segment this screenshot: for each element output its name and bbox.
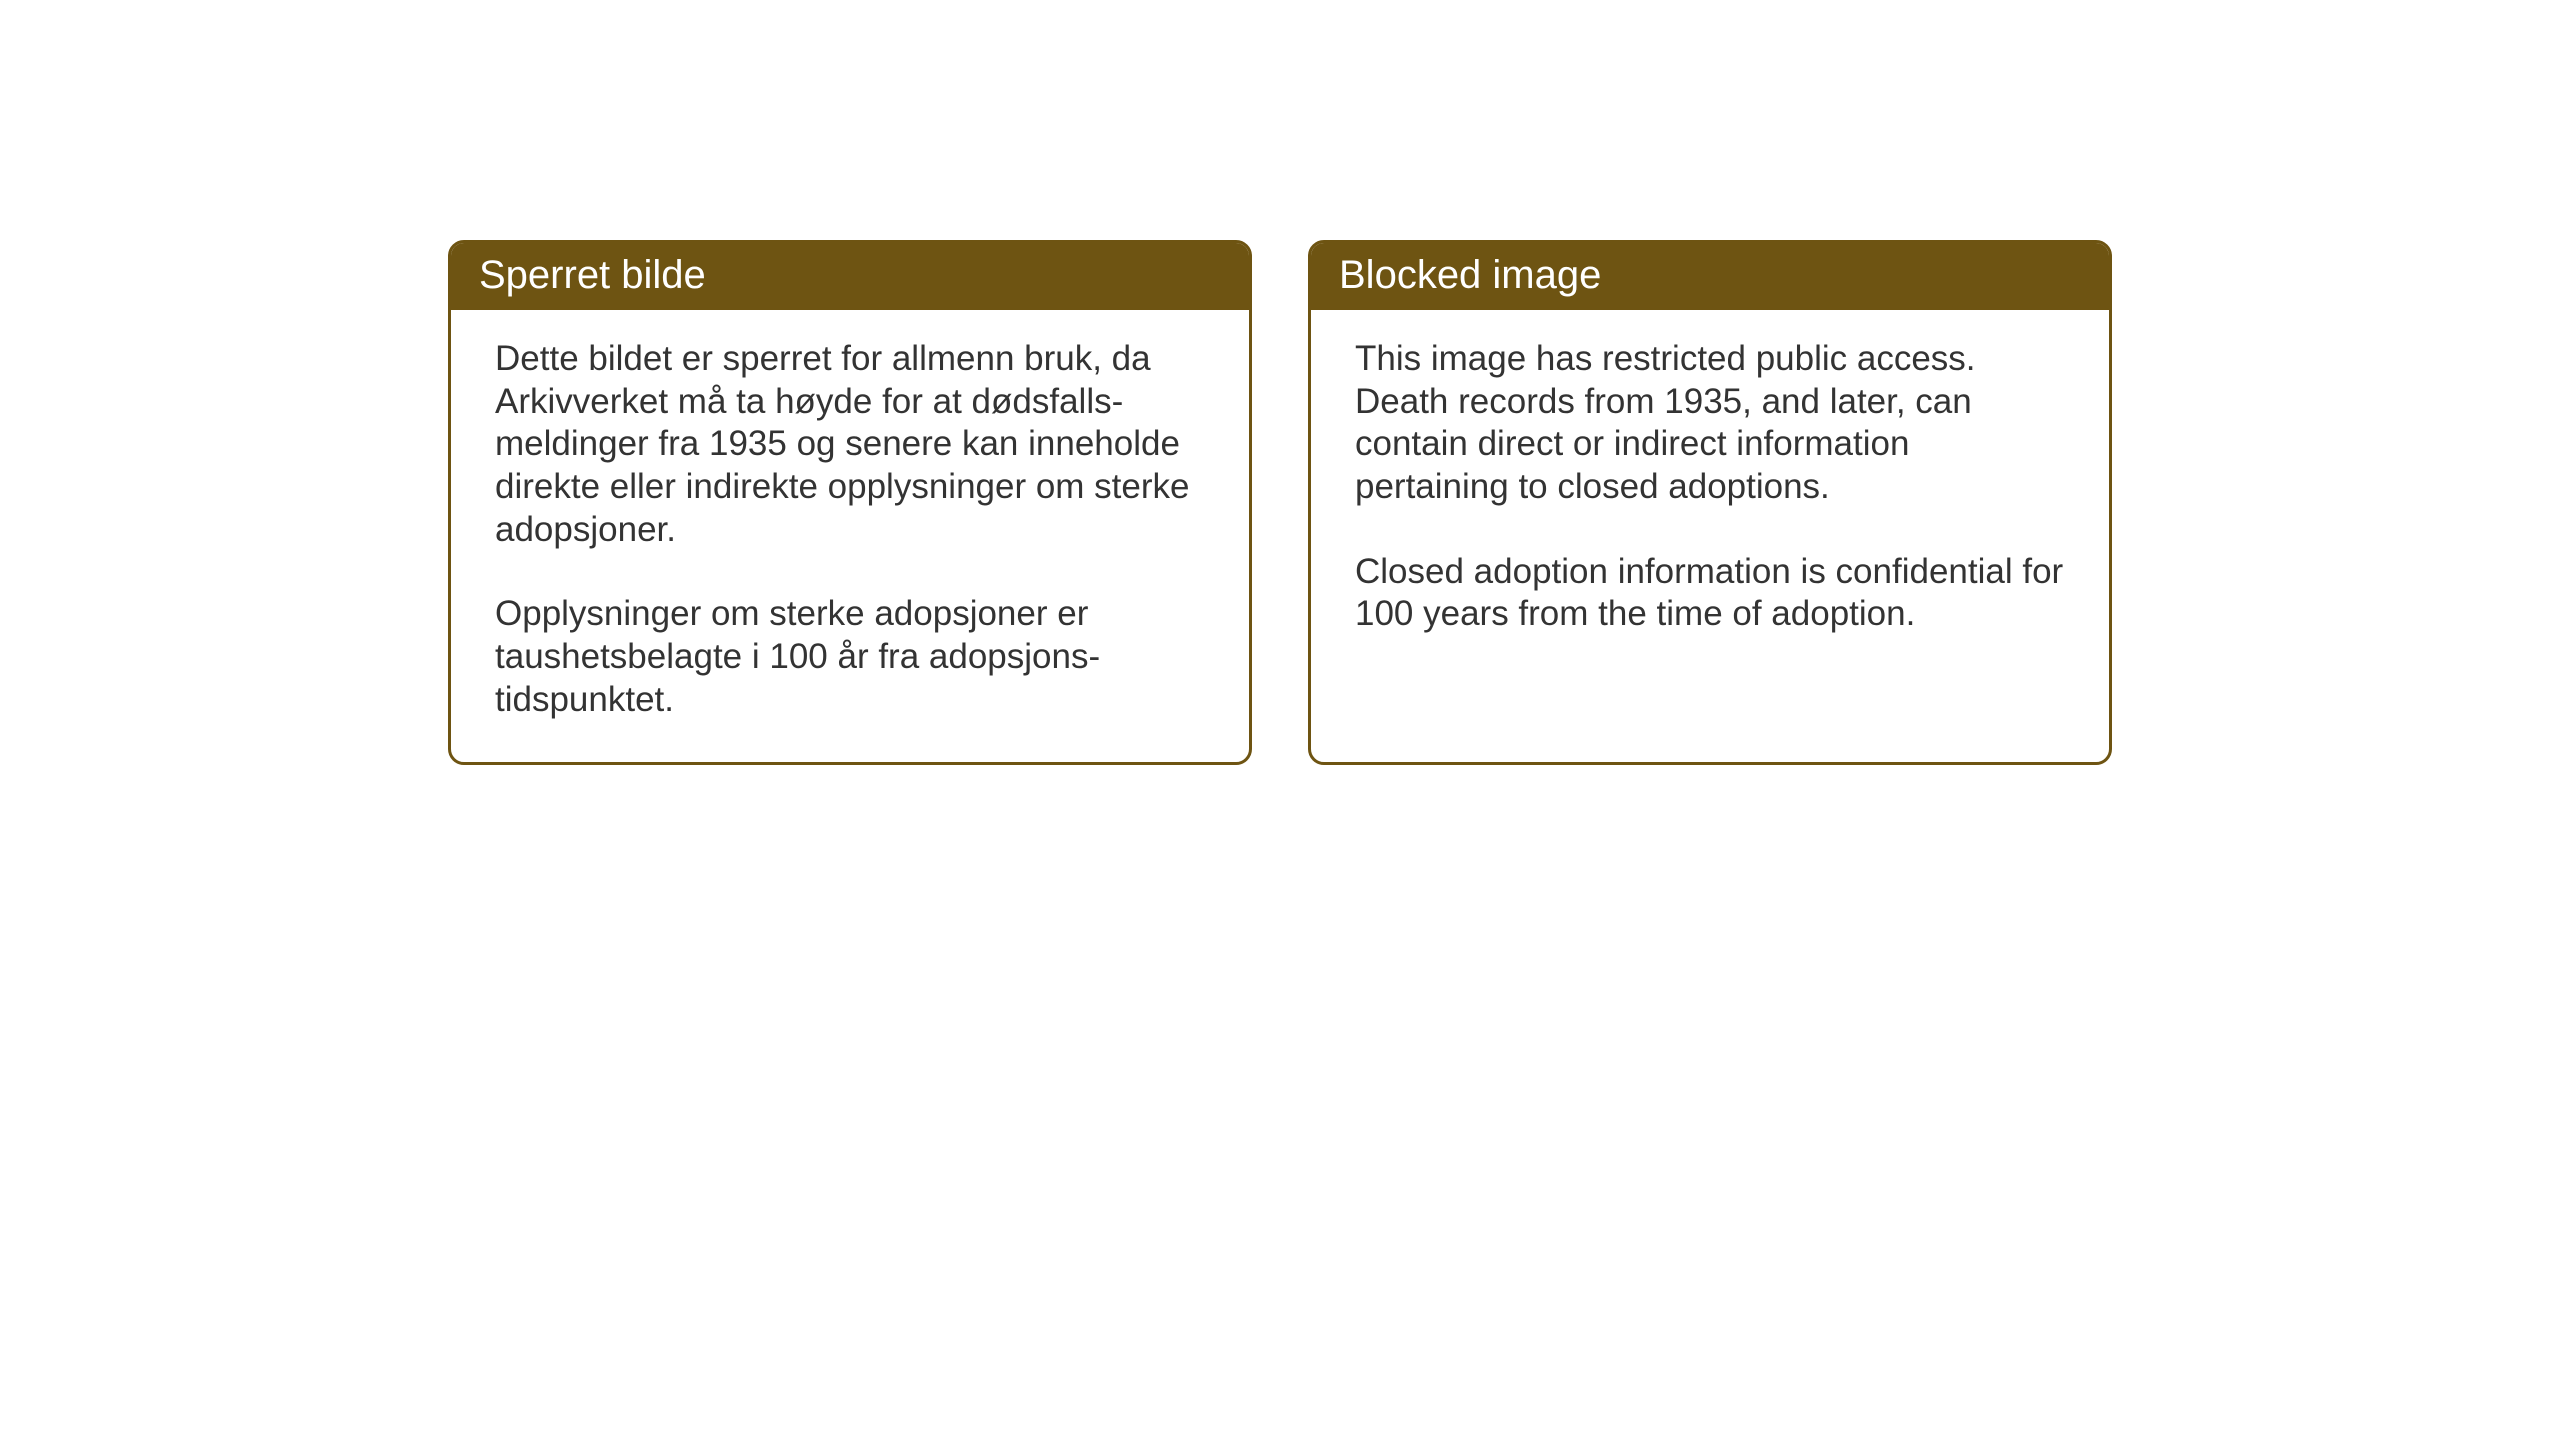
card-paragraph: Opplysninger om sterke adopsjoner er tau… — [495, 593, 1205, 721]
card-header: Blocked image — [1311, 243, 2109, 310]
card-title: Blocked image — [1339, 253, 1601, 297]
card-body: This image has restricted public access.… — [1311, 310, 2109, 676]
card-header: Sperret bilde — [451, 243, 1249, 310]
card-paragraph: Closed adoption information is confident… — [1355, 551, 2065, 636]
card-paragraph: Dette bildet er sperret for allmenn bruk… — [495, 338, 1205, 551]
card-title: Sperret bilde — [479, 253, 706, 297]
card-body: Dette bildet er sperret for allmenn bruk… — [451, 310, 1249, 762]
card-paragraph: This image has restricted public access.… — [1355, 338, 2065, 509]
notice-card-english: Blocked image This image has restricted … — [1308, 240, 2112, 765]
notice-container: Sperret bilde Dette bildet er sperret fo… — [448, 240, 2112, 765]
notice-card-norwegian: Sperret bilde Dette bildet er sperret fo… — [448, 240, 1252, 765]
